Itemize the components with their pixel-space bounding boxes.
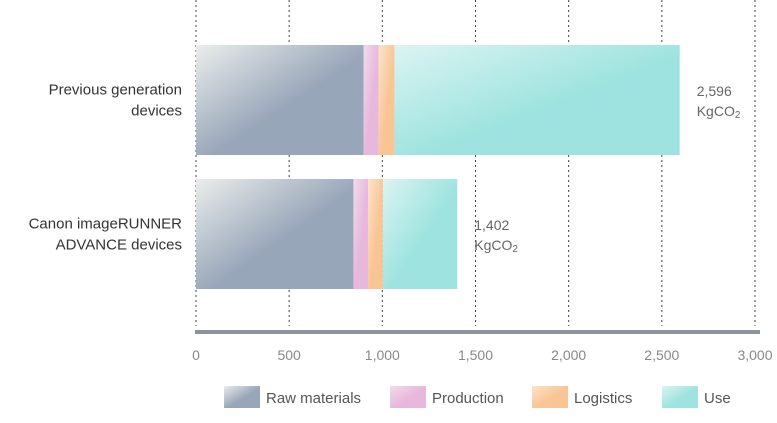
legend-item-raw-materials: Raw materials [224, 386, 361, 408]
legend-label-raw-materials: Raw materials [266, 390, 361, 407]
legend: Raw materials Production Logistics Use [224, 386, 731, 408]
legend-label-production: Production [432, 390, 504, 407]
bar-raw-materials-1 [196, 179, 354, 289]
x-tick-label-1500: 1,500 [458, 347, 493, 363]
legend-item-production: Production [390, 386, 504, 408]
legend-swatch-raw-materials [224, 386, 260, 408]
x-axis-line [195, 330, 760, 334]
legend-swatch-logistics [532, 386, 568, 408]
legend-label-use: Use [704, 390, 731, 407]
legend-item-use: Use [662, 386, 731, 408]
bars [196, 45, 680, 289]
category-label-0: Previous generation devices [49, 82, 182, 120]
legend-swatch-use [662, 386, 698, 408]
x-tick-label-0: 0 [192, 347, 200, 363]
bar-logistics-1 [367, 179, 383, 289]
x-tick-label-2000: 2,000 [551, 347, 586, 363]
bar-production-0 [363, 45, 379, 155]
x-tick-label-1000: 1,000 [365, 347, 400, 363]
total-labels: 2,596 KgCO2 1,402 KgCO2 [474, 83, 741, 255]
bar-logistics-0 [378, 45, 395, 155]
bar-use-1 [382, 179, 458, 289]
x-tick-label-3000: 3,000 [737, 347, 772, 363]
total-label-0: 2,596 KgCO2 [697, 83, 741, 121]
category-label-1: Canon imageRUNNER ADVANCE devices [29, 216, 183, 254]
legend-item-logistics: Logistics [532, 386, 632, 408]
bar-raw-materials-0 [196, 45, 364, 155]
bar-use-0 [394, 45, 680, 155]
x-axis: 0 500 1,000 1,500 2,000 2,500 3,000 [192, 330, 773, 363]
total-label-1: 1,402 KgCO2 [474, 217, 518, 255]
bar-production-1 [353, 179, 368, 289]
legend-swatch-production [390, 386, 426, 408]
x-tick-label-2500: 2,500 [644, 347, 679, 363]
category-labels: Previous generation devices Canon imageRUN… [29, 82, 183, 254]
x-tick-label-500: 500 [277, 347, 301, 363]
legend-label-logistics: Logistics [574, 390, 632, 407]
